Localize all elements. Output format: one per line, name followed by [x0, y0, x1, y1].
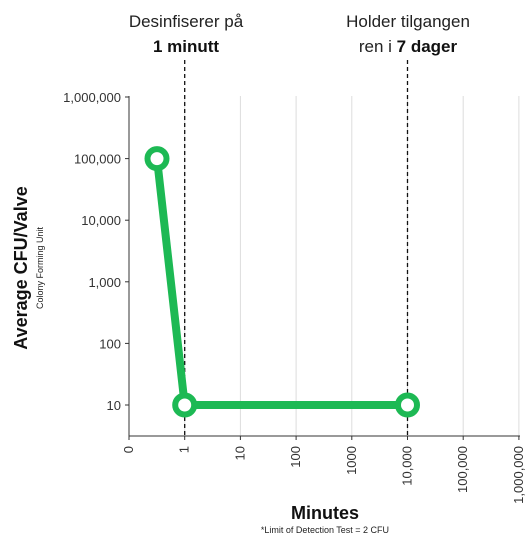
- y-tick-label: 1,000,000: [63, 90, 121, 105]
- annotation-1-line1: Desinfiserer på: [129, 12, 244, 31]
- y-axis-title: Average CFU/Valve: [11, 186, 31, 349]
- y-tick-label: 100,000: [74, 152, 121, 167]
- x-tick-label: 100,000: [455, 446, 470, 493]
- x-tick-label: 1,000,000: [511, 446, 526, 504]
- data-point: [172, 392, 198, 418]
- x-tick-label: 10,000: [400, 446, 415, 486]
- series-line: [153, 154, 412, 409]
- x-tick-label: 1000: [344, 446, 359, 475]
- y-tick-label: 1,000: [88, 275, 121, 290]
- x-tick-label: 1: [177, 446, 192, 453]
- x-axis-title: Minutes: [291, 503, 359, 523]
- x-gridlines: [128, 96, 520, 440]
- x-tick-label: 100: [288, 446, 303, 468]
- y-tick-label: 10: [107, 398, 121, 413]
- annotation-2-bold: 7 dager: [397, 37, 458, 56]
- data-point: [395, 392, 420, 418]
- x-tick-label: 10: [232, 446, 247, 460]
- x-tick-label: 0: [121, 446, 136, 453]
- x-tick-labels: 0 1 10 100 1000 10,000 100,000 1,000,000: [121, 446, 526, 504]
- y-tick-label: 100: [99, 336, 121, 351]
- annotation-1-line2: 1 minutt: [153, 37, 219, 56]
- data-series: [144, 146, 420, 418]
- annotation-2-line2: ren i 7 dager: [359, 37, 458, 56]
- y-tick-label: 10,000: [81, 213, 121, 228]
- footnote: *Limit of Detection Test = 2 CFU: [261, 525, 389, 535]
- annotation-2-line1: Holder tilgangen: [346, 12, 470, 31]
- y-tick-labels: 1,000,000 100,000 10,000 1,000 100 10: [63, 90, 129, 413]
- y-axis-subtitle: Colony Forming Unit: [35, 226, 45, 309]
- data-point: [144, 146, 170, 172]
- annotation-2-prefix: ren i: [359, 37, 397, 56]
